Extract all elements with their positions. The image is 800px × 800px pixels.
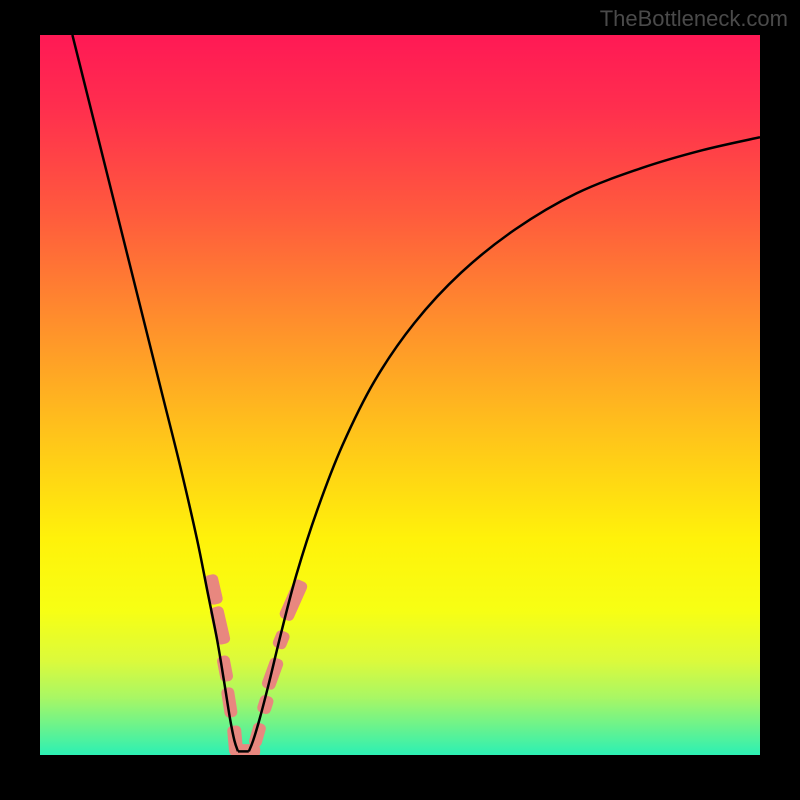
chart-marker <box>216 655 234 683</box>
curves-overlay <box>40 35 760 755</box>
curve-right <box>249 137 760 751</box>
chart-marker <box>261 656 285 691</box>
curve-left <box>72 35 238 751</box>
watermark: TheBottleneck.com <box>600 6 788 32</box>
plot-area <box>40 35 760 755</box>
